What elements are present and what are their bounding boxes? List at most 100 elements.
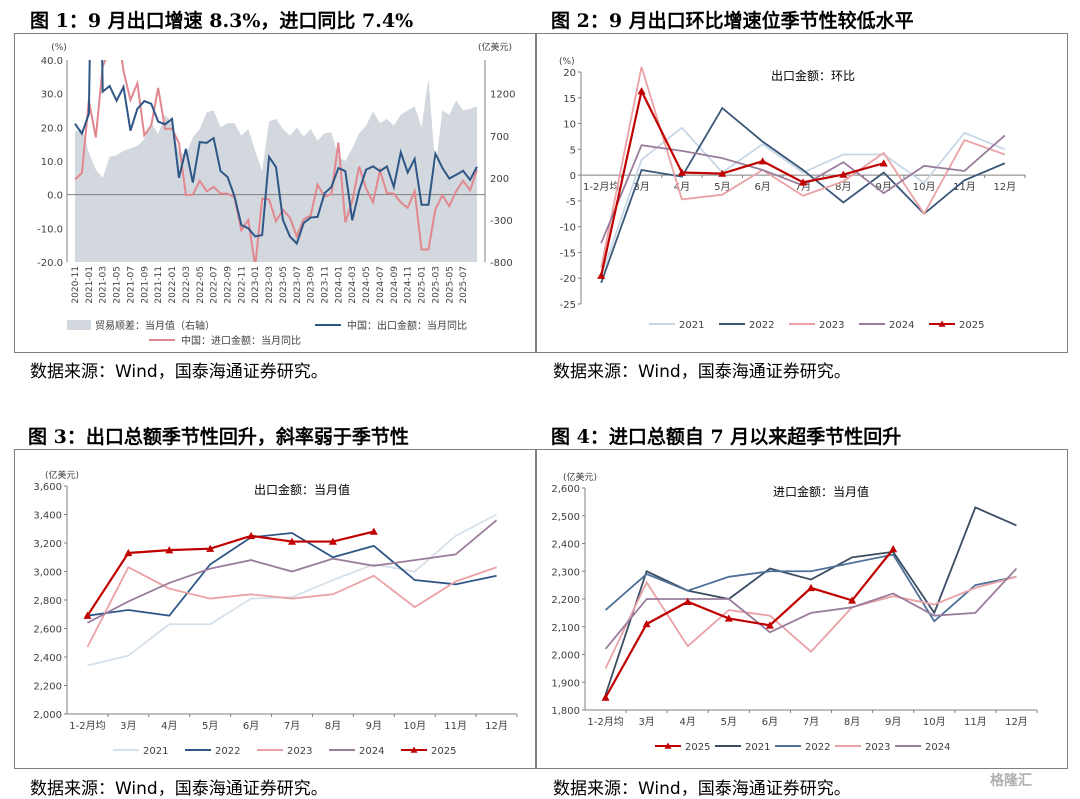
- fig1-x-tick-label: 2021-01: [85, 266, 95, 304]
- fig2-x-tick-label: 8月: [835, 181, 851, 193]
- fig1-y-tick-label: -20.0: [37, 258, 63, 269]
- fig4-y-tick-label: 1,800: [551, 706, 580, 717]
- fig1-legend-label: 中国：出口金额：当月同比: [347, 319, 467, 332]
- fig1-title: 图 1：9 月出口增速 8.3%，进口同比 7.4%: [30, 10, 414, 32]
- fig2-y-tick-label: 0: [570, 171, 576, 182]
- fig1-x-tick-label: 2021-03: [99, 266, 109, 304]
- fig4-series-2022: [604, 553, 1017, 623]
- fig1-legend-label: 贸易顺差：当月值（右轴）: [95, 319, 215, 332]
- fig1-y-tick-label: 30.0: [41, 90, 63, 101]
- fig2-y-tick-label: -25: [560, 300, 576, 311]
- fig3-panel: 3,600 3,400 3,200 3,000 2,800 2,600 2,400 2,200…: [14, 449, 536, 769]
- fig3-x-tick-label: 6月: [243, 720, 259, 732]
- fig2-series-2025: [600, 87, 885, 276]
- fig2-legend-label: 2023: [819, 320, 844, 331]
- fig4-marker-2025: [889, 545, 898, 553]
- fig2-x-tick-label: 10月: [913, 181, 936, 193]
- fig2-legend-label: 2022: [749, 320, 774, 331]
- fig4-marker-2025: [683, 597, 692, 605]
- fig1-y-tick-label: 0.0: [47, 191, 63, 202]
- fig1-x-tick-label: 2024-05: [362, 266, 372, 304]
- fig2-y-tick-label: -10: [560, 223, 576, 234]
- fig1-x-tick-label: 2024-01: [334, 266, 344, 304]
- fig1-x-tick-label: 2023-01: [251, 266, 261, 304]
- fig4-x-tick-label: 4月: [680, 716, 696, 728]
- fig3-x-tick-label: 9月: [366, 720, 382, 732]
- fig4-x-tick-label: 1-2月均: [587, 716, 623, 728]
- fig1-x-tick-label: 2024-11: [404, 266, 414, 304]
- fig2-y-tick-label: 20: [563, 68, 576, 79]
- fig3-legend-label: 2021: [143, 746, 168, 757]
- fig1-x-tick-label: 2025-03: [431, 266, 441, 304]
- fig1-x-tick-label: 2022-07: [210, 266, 220, 304]
- fig2-marker-2025: [597, 271, 606, 279]
- fig3-x-tick-label: 4月: [161, 720, 177, 732]
- fig3-chart-title: 出口金额：当月值: [254, 482, 350, 497]
- fig1-x-tick-label: 2023-07: [293, 266, 303, 304]
- fig2-series-2022: [600, 106, 1006, 284]
- fig3-x-tick-label: 1-2月均: [69, 720, 105, 732]
- fig2-marker-2025: [879, 159, 888, 167]
- fig4-title: 图 4：进口总额自 7 月以来超季节性回升: [551, 426, 902, 448]
- fig4-chart-title: 进口金额：当月值: [773, 484, 869, 499]
- fig3-marker-2025: [83, 611, 92, 619]
- fig2-x-tick-label: 1-2月均: [583, 181, 619, 193]
- fig4-legend-label: 2022: [805, 742, 830, 753]
- fig4-series-2023: [604, 575, 1017, 669]
- fig1-y-tick-label: -10.0: [37, 224, 63, 235]
- fig2-series-2021: [600, 126, 1006, 277]
- fig3-series-2024: [87, 519, 498, 624]
- fig2-x-tick-label: 12月: [993, 181, 1016, 193]
- fig2-marker-2025: [839, 170, 848, 178]
- fig2-y-tick-label: -15: [560, 248, 576, 259]
- fig1-x-tick-label: 2023-05: [279, 266, 289, 304]
- fig1-y-tick-label: 20.0: [41, 123, 63, 134]
- fig2-y-tick-label: -20: [560, 274, 576, 285]
- fig3-y-tick-label: 2,200: [33, 682, 62, 693]
- fig4-series-2021: [604, 506, 1017, 696]
- fig1-x-tick-label: 2024-03: [348, 266, 358, 304]
- fig3-marker-2025: [288, 537, 296, 545]
- fig3-series-2025: [86, 530, 375, 617]
- fig1-x-tick-label: 2024-07: [376, 266, 386, 304]
- fig3-y-tick-label: 2,600: [33, 625, 62, 636]
- fig3-x-tick-label: 5月: [202, 720, 218, 732]
- fig3-marker-2025: [247, 531, 256, 540]
- fig1-legend-swatch-area: [67, 320, 91, 330]
- fig3-marker-2025: [165, 546, 174, 554]
- fig4-marker-2025: [848, 596, 857, 604]
- fig2-source: 数据来源：Wind，国泰海通证券研究。: [553, 362, 851, 382]
- fig4-x-tick-label: 9月: [885, 716, 901, 728]
- fig3-y-tick-label: 3,600: [33, 482, 62, 493]
- fig1-x-tick-label: 2022-09: [223, 266, 233, 304]
- fig1-x-tick-label: 2021-07: [126, 266, 136, 304]
- fig3-marker-2025: [328, 537, 337, 545]
- fig4-y-tick-label: 2,500: [551, 512, 580, 523]
- fig3-legend-label: 2023: [287, 746, 312, 757]
- fig3-y-tick-label: 2,800: [33, 596, 62, 607]
- fig1-x-tick-label: 2025-01: [418, 266, 428, 304]
- fig2-x-tick-label: 3月: [633, 181, 649, 193]
- fig3-marker-2025: [369, 527, 378, 535]
- fig2-y-tick-label: 10: [563, 120, 576, 131]
- fig4-x-tick-label: 11月: [964, 716, 987, 728]
- fig4-x-tick-label: 7月: [803, 716, 819, 728]
- fig4-unit: (亿美元): [563, 471, 597, 483]
- fig1-series-line: [74, 60, 478, 246]
- fig1-source: 数据来源：Wind，国泰海通证券研究。: [30, 362, 328, 382]
- fig1-x-tick-label: 2025-07: [459, 266, 469, 304]
- fig1-x-tick-label: 2022-01: [168, 266, 178, 304]
- fig2-x-tick-label: 6月: [754, 181, 770, 193]
- fig1-y2-tick-label: 200: [490, 174, 509, 185]
- fig1-x-tick-label: 2020-11: [71, 266, 81, 304]
- fig1-x-tick-label: 2021-11: [154, 266, 164, 304]
- fig1-y-tick-label: 40.0: [41, 56, 63, 67]
- fig2-x-tick-label: 5月: [714, 181, 730, 193]
- fig2-unit: (%): [559, 57, 575, 67]
- fig3-legend-label: 2024: [359, 746, 384, 757]
- fig2-legend-marker-2025: [938, 320, 946, 327]
- fig2-marker-2025: [758, 157, 767, 165]
- fig4-series-2025: [604, 548, 895, 699]
- fig4-marker-2025: [807, 583, 815, 592]
